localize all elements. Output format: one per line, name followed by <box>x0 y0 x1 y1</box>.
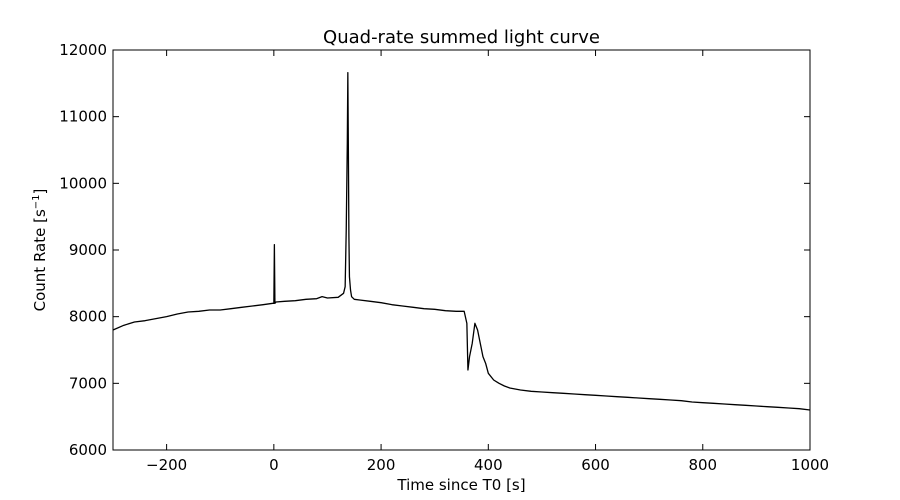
y-axis-label: Count Rate [s−1] <box>31 189 49 312</box>
y-tick-label: 7000 <box>69 374 107 392</box>
y-axis-label-superscript: −1 <box>31 194 42 209</box>
chart-title: Quad-rate summed light curve <box>323 27 600 48</box>
x-tick-label: 400 <box>474 456 503 474</box>
y-tick-label: 10000 <box>59 174 107 192</box>
x-tick-label: 0 <box>269 456 279 474</box>
y-axis-label-end: ] <box>31 189 49 195</box>
y-tick-label: 6000 <box>69 441 107 459</box>
y-axis: 6000 7000 8000 9000 10000 11000 12000 <box>59 41 810 459</box>
y-tick-label: 8000 <box>69 308 107 326</box>
plot-background <box>113 50 810 450</box>
x-axis: −200 0 200 400 600 800 1000 <box>146 50 829 474</box>
light-curve-line <box>112 72 811 411</box>
x-tick-label: 1000 <box>791 456 829 474</box>
series-layer <box>112 72 811 411</box>
x-tick-label: 200 <box>367 456 396 474</box>
y-tick-label: 9000 <box>69 241 107 259</box>
x-axis-label: Time since T0 [s] <box>396 476 525 494</box>
y-axis-label-main: Count Rate [s <box>31 209 49 311</box>
x-tick-label: 800 <box>688 456 717 474</box>
x-tick-label: −200 <box>146 456 187 474</box>
x-tick-label: 600 <box>581 456 610 474</box>
y-tick-label: 12000 <box>59 41 107 59</box>
y-tick-label: 11000 <box>59 108 107 126</box>
plot-area <box>112 49 811 451</box>
